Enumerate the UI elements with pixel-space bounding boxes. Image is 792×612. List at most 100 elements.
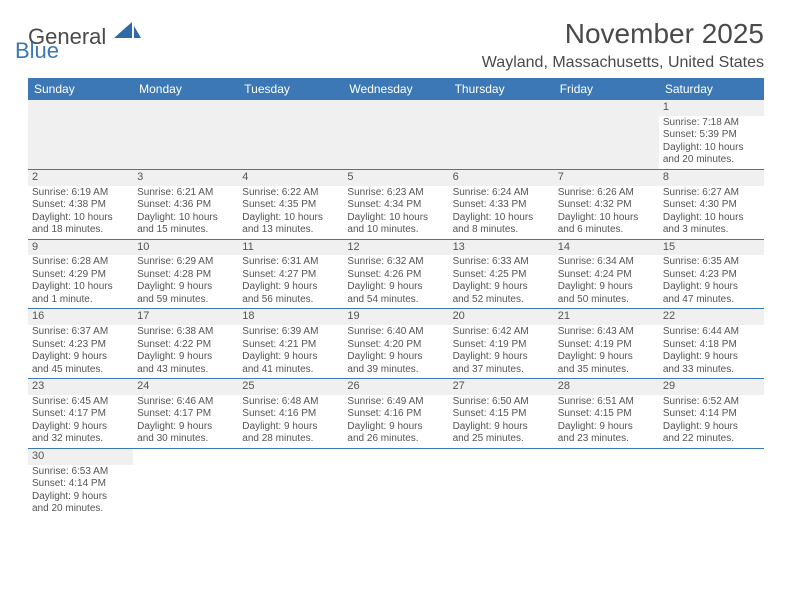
day-cell: 26Sunrise: 6:49 AMSunset: 4:16 PMDayligh… — [343, 379, 448, 448]
daylight-text: and 15 minutes. — [137, 224, 234, 237]
sunset-text: Sunset: 4:23 PM — [32, 339, 129, 352]
day-cell: 24Sunrise: 6:46 AMSunset: 4:17 PMDayligh… — [133, 379, 238, 448]
sunrise-text: Sunrise: 6:19 AM — [32, 187, 129, 200]
sunset-text: Sunset: 4:35 PM — [242, 199, 339, 212]
month-title: November 2025 — [482, 18, 764, 50]
daylight-text: and 25 minutes. — [453, 433, 550, 446]
sunset-text: Sunset: 4:16 PM — [347, 408, 444, 421]
sunset-text: Sunset: 4:15 PM — [558, 408, 655, 421]
weekday-header: Thursday — [449, 78, 554, 100]
daylight-text: Daylight: 9 hours — [453, 351, 550, 364]
sunrise-text: Sunrise: 6:39 AM — [242, 326, 339, 339]
sail-icon — [114, 22, 142, 42]
daylight-text: and 1 minute. — [32, 294, 129, 307]
weekday-header: Saturday — [659, 78, 764, 100]
empty-cell — [133, 449, 238, 518]
day-number: 22 — [659, 309, 764, 325]
sunset-text: Sunset: 4:14 PM — [32, 478, 129, 491]
daylight-text: and 41 minutes. — [242, 364, 339, 377]
daylight-text: and 22 minutes. — [663, 433, 760, 446]
daylight-text: and 8 minutes. — [453, 224, 550, 237]
daylight-text: Daylight: 9 hours — [347, 281, 444, 294]
daylight-text: and 54 minutes. — [347, 294, 444, 307]
daylight-text: and 33 minutes. — [663, 364, 760, 377]
sunrise-text: Sunrise: 6:24 AM — [453, 187, 550, 200]
day-number: 18 — [238, 309, 343, 325]
daylight-text: and 6 minutes. — [558, 224, 655, 237]
day-number: 8 — [659, 170, 764, 186]
day-cell: 17Sunrise: 6:38 AMSunset: 4:22 PMDayligh… — [133, 309, 238, 378]
daylight-text: Daylight: 9 hours — [663, 281, 760, 294]
empty-cell — [238, 449, 343, 518]
sunrise-text: Sunrise: 6:42 AM — [453, 326, 550, 339]
empty-cell — [554, 449, 659, 518]
empty-cell — [449, 100, 554, 169]
day-cell: 16Sunrise: 6:37 AMSunset: 4:23 PMDayligh… — [28, 309, 133, 378]
sunrise-text: Sunrise: 6:37 AM — [32, 326, 129, 339]
day-cell: 1Sunrise: 7:18 AMSunset: 5:39 PMDaylight… — [659, 100, 764, 169]
day-number: 1 — [659, 100, 764, 116]
weekday-header: Sunday — [28, 78, 133, 100]
day-number: 26 — [343, 379, 448, 395]
daylight-text: and 26 minutes. — [347, 433, 444, 446]
day-number: 9 — [28, 240, 133, 256]
daylight-text: and 20 minutes. — [32, 503, 129, 516]
sunrise-text: Sunrise: 6:45 AM — [32, 396, 129, 409]
day-cell: 9Sunrise: 6:28 AMSunset: 4:29 PMDaylight… — [28, 240, 133, 309]
day-cell: 27Sunrise: 6:50 AMSunset: 4:15 PMDayligh… — [449, 379, 554, 448]
sunset-text: Sunset: 4:17 PM — [32, 408, 129, 421]
sunset-text: Sunset: 5:39 PM — [663, 129, 760, 142]
daylight-text: Daylight: 9 hours — [32, 351, 129, 364]
sunset-text: Sunset: 4:23 PM — [663, 269, 760, 282]
sunrise-text: Sunrise: 6:44 AM — [663, 326, 760, 339]
weekday-header-row: SundayMondayTuesdayWednesdayThursdayFrid… — [28, 78, 764, 100]
day-cell: 14Sunrise: 6:34 AMSunset: 4:24 PMDayligh… — [554, 240, 659, 309]
day-number: 28 — [554, 379, 659, 395]
sunrise-text: Sunrise: 6:34 AM — [558, 256, 655, 269]
day-cell: 20Sunrise: 6:42 AMSunset: 4:19 PMDayligh… — [449, 309, 554, 378]
day-cell: 2Sunrise: 6:19 AMSunset: 4:38 PMDaylight… — [28, 170, 133, 239]
day-cell: 22Sunrise: 6:44 AMSunset: 4:18 PMDayligh… — [659, 309, 764, 378]
daylight-text: Daylight: 10 hours — [32, 281, 129, 294]
daylight-text: Daylight: 9 hours — [242, 421, 339, 434]
daylight-text: Daylight: 9 hours — [347, 351, 444, 364]
sunrise-text: Sunrise: 6:40 AM — [347, 326, 444, 339]
daylight-text: Daylight: 9 hours — [347, 421, 444, 434]
sunrise-text: Sunrise: 6:51 AM — [558, 396, 655, 409]
weekday-header: Wednesday — [343, 78, 448, 100]
day-cell: 29Sunrise: 6:52 AMSunset: 4:14 PMDayligh… — [659, 379, 764, 448]
daylight-text: Daylight: 10 hours — [558, 212, 655, 225]
daylight-text: and 20 minutes. — [663, 154, 760, 167]
sunrise-text: Sunrise: 7:18 AM — [663, 117, 760, 130]
sunset-text: Sunset: 4:36 PM — [137, 199, 234, 212]
daylight-text: and 18 minutes. — [32, 224, 129, 237]
sunrise-text: Sunrise: 6:26 AM — [558, 187, 655, 200]
day-number: 14 — [554, 240, 659, 256]
sunset-text: Sunset: 4:27 PM — [242, 269, 339, 282]
sunrise-text: Sunrise: 6:53 AM — [32, 466, 129, 479]
sunset-text: Sunset: 4:18 PM — [663, 339, 760, 352]
empty-cell — [659, 449, 764, 518]
sunrise-text: Sunrise: 6:33 AM — [453, 256, 550, 269]
day-number: 27 — [449, 379, 554, 395]
week-row: 16Sunrise: 6:37 AMSunset: 4:23 PMDayligh… — [28, 309, 764, 379]
day-number: 6 — [449, 170, 554, 186]
day-number: 30 — [28, 449, 133, 465]
day-cell: 13Sunrise: 6:33 AMSunset: 4:25 PMDayligh… — [449, 240, 554, 309]
daylight-text: and 43 minutes. — [137, 364, 234, 377]
daylight-text: Daylight: 9 hours — [32, 491, 129, 504]
daylight-text: and 32 minutes. — [32, 433, 129, 446]
header: General Blue November 2025 Wayland, Mass… — [28, 18, 764, 72]
day-number: 23 — [28, 379, 133, 395]
daylight-text: and 56 minutes. — [242, 294, 339, 307]
day-number: 25 — [238, 379, 343, 395]
day-number: 17 — [133, 309, 238, 325]
sunset-text: Sunset: 4:24 PM — [558, 269, 655, 282]
week-row: 30Sunrise: 6:53 AMSunset: 4:14 PMDayligh… — [28, 449, 764, 518]
daylight-text: Daylight: 10 hours — [137, 212, 234, 225]
sunset-text: Sunset: 4:19 PM — [453, 339, 550, 352]
daylight-text: Daylight: 10 hours — [242, 212, 339, 225]
weekday-header: Friday — [554, 78, 659, 100]
sunset-text: Sunset: 4:32 PM — [558, 199, 655, 212]
day-number: 10 — [133, 240, 238, 256]
